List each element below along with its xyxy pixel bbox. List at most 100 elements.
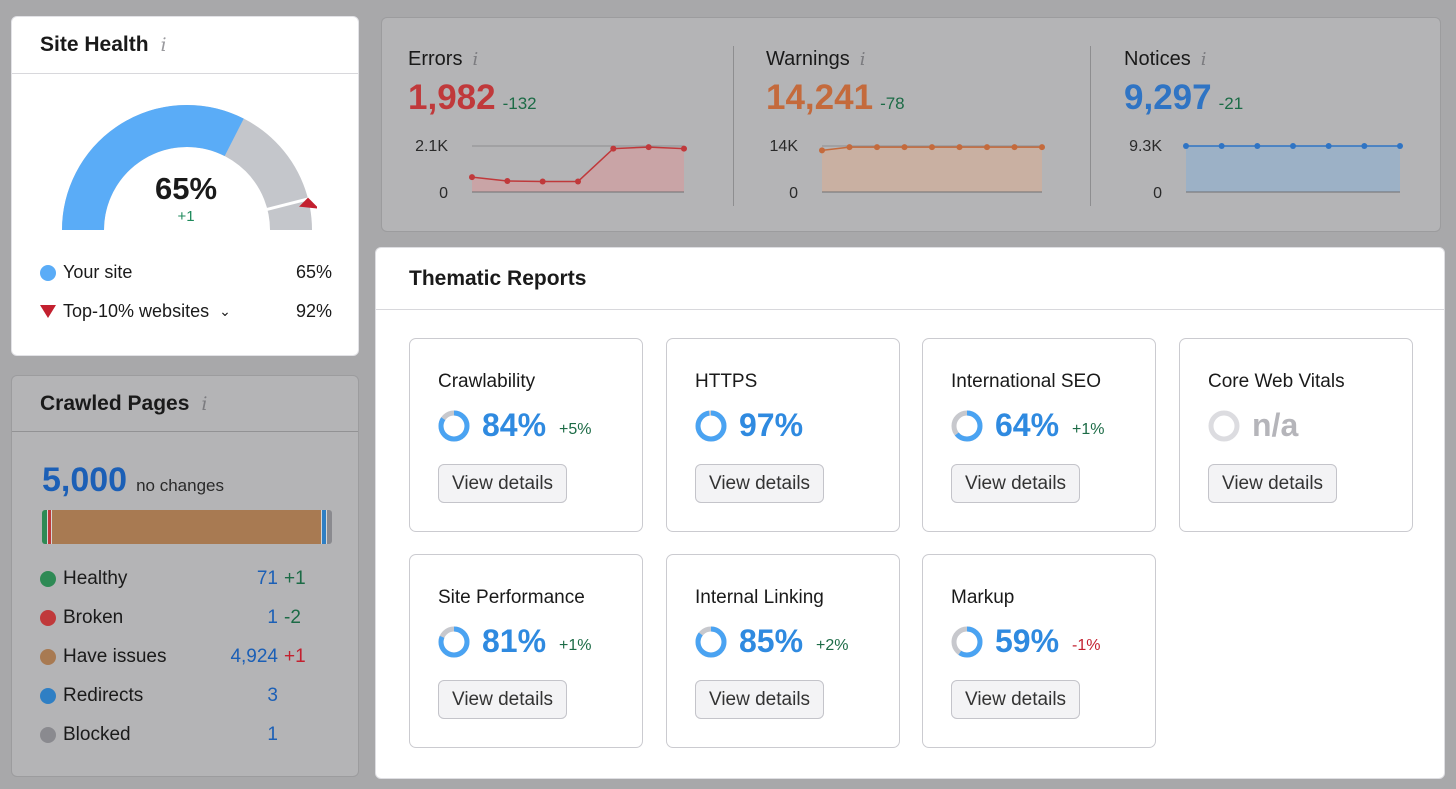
crawled-row-blocked[interactable]: Blocked 1 bbox=[40, 724, 278, 746]
sparkline-point[interactable] bbox=[504, 178, 511, 185]
view-details-button[interactable]: View details bbox=[951, 680, 1081, 719]
legend-label[interactable]: Top-10% websites bbox=[63, 301, 210, 321]
notices-count[interactable]: 9,297 bbox=[1124, 78, 1212, 117]
metric-warnings: Warnings i 14,241 -78 14K 0 bbox=[740, 18, 1097, 233]
report-name[interactable]: HTTPS bbox=[695, 371, 758, 392]
row-count[interactable]: 4,924 bbox=[230, 646, 278, 667]
crawled-total: 5,000 no changes bbox=[42, 461, 224, 500]
warnings-count[interactable]: 14,241 bbox=[766, 78, 874, 117]
report-score: 85% +2% bbox=[695, 623, 849, 660]
sparkline-point[interactable] bbox=[575, 178, 581, 185]
score-ring-icon bbox=[695, 410, 727, 441]
legend-top10[interactable]: Top-10% websites ⌄ 92% bbox=[40, 301, 332, 322]
report-name[interactable]: Crawlability bbox=[438, 371, 536, 392]
bar-segment-have-issues[interactable] bbox=[51, 510, 321, 544]
score-ring-icon bbox=[951, 626, 983, 657]
chevron-down-icon[interactable]: ⌄ bbox=[219, 303, 231, 319]
metric-value: 1,982 -132 bbox=[408, 78, 537, 118]
info-icon[interactable]: i bbox=[1200, 49, 1207, 70]
errors-sparkline: 2.1K 0 bbox=[415, 138, 687, 202]
crawled-row-broken[interactable]: Broken 1 -2 bbox=[40, 607, 301, 629]
metric-divider bbox=[733, 46, 734, 206]
view-details-button[interactable]: View details bbox=[438, 680, 568, 719]
score-ring-icon bbox=[1208, 410, 1240, 441]
sparkline-point[interactable] bbox=[819, 147, 825, 154]
row-count[interactable]: 3 bbox=[267, 685, 278, 706]
report-name[interactable]: Markup bbox=[951, 587, 1015, 608]
sparkline-point[interactable] bbox=[610, 145, 617, 152]
y-max-label: 9.3K bbox=[1129, 138, 1162, 155]
report-name[interactable]: Internal Linking bbox=[695, 587, 824, 608]
report-name[interactable]: International SEO bbox=[951, 371, 1101, 392]
errors-count[interactable]: 1,982 bbox=[408, 78, 496, 117]
bar-segment-blocked[interactable] bbox=[326, 510, 332, 544]
bar-segment-redirects[interactable] bbox=[321, 510, 326, 544]
errors-label: Errors bbox=[408, 48, 463, 70]
sparkline-point[interactable] bbox=[1397, 143, 1403, 150]
sparkline-point[interactable] bbox=[1361, 143, 1368, 150]
view-details-button[interactable]: View details bbox=[951, 464, 1081, 503]
bar-segment-healthy[interactable] bbox=[42, 510, 47, 544]
crawled-row-healthy[interactable]: Healthy 71 +1 bbox=[40, 568, 306, 590]
sparkline-point[interactable] bbox=[645, 144, 652, 151]
report-name[interactable]: Core Web Vitals bbox=[1208, 371, 1345, 392]
row-label: Broken bbox=[63, 607, 124, 628]
sparkline-point[interactable] bbox=[984, 144, 990, 151]
view-details-button[interactable]: View details bbox=[1208, 464, 1338, 503]
report-score: 84% +5% bbox=[438, 407, 592, 444]
sparkline-point[interactable] bbox=[956, 144, 963, 151]
crawled-pages-card: Crawled Pages i 5,000 no changes Healthy… bbox=[11, 375, 359, 777]
site-health-card: Site Health i 65% +1 Your site 65% Top-1… bbox=[11, 16, 359, 356]
y-min-label: 0 bbox=[789, 185, 798, 202]
sparkline-area bbox=[472, 147, 684, 192]
row-count[interactable]: 1 bbox=[267, 724, 278, 745]
report-tile-internal-linking[interactable]: Internal Linking 85% +2% View details bbox=[666, 554, 900, 748]
report-tile-site-performance[interactable]: Site Performance 81% +1% View details bbox=[409, 554, 643, 748]
info-icon[interactable]: i bbox=[201, 392, 208, 415]
bar-segment-broken[interactable] bbox=[47, 510, 51, 544]
report-name[interactable]: Site Performance bbox=[438, 587, 585, 608]
sparkline-point[interactable] bbox=[1254, 143, 1261, 150]
metric-label: Warnings i bbox=[766, 48, 866, 71]
crawled-pages-header: Crawled Pages i bbox=[12, 376, 358, 432]
info-icon[interactable]: i bbox=[472, 49, 479, 70]
info-icon[interactable]: i bbox=[859, 49, 866, 70]
view-details-button[interactable]: View details bbox=[695, 464, 825, 503]
metric-label: Errors i bbox=[408, 48, 478, 71]
sparkline-point[interactable] bbox=[1011, 144, 1018, 151]
sparkline-point[interactable] bbox=[846, 144, 853, 151]
row-label: Redirects bbox=[63, 685, 144, 706]
sparkline-point[interactable] bbox=[1290, 143, 1296, 150]
row-count[interactable]: 1 bbox=[267, 607, 278, 628]
crawled-row-have-issues[interactable]: Have issues 4,924 +1 bbox=[40, 646, 306, 668]
row-label: Healthy bbox=[63, 568, 128, 589]
row-label: Blocked bbox=[63, 724, 131, 745]
row-count[interactable]: 71 bbox=[256, 568, 278, 589]
sparkline-point[interactable] bbox=[929, 144, 935, 151]
sparkline-point[interactable] bbox=[469, 174, 475, 181]
report-score-value: 84% bbox=[482, 407, 547, 443]
report-tile-markup[interactable]: Markup 59% -1% View details bbox=[922, 554, 1156, 748]
report-tile-international-seo[interactable]: International SEO 64% +1% View details bbox=[922, 338, 1156, 532]
info-icon[interactable]: i bbox=[160, 34, 167, 56]
sparkline-point[interactable] bbox=[1325, 143, 1332, 150]
report-score-value: 97% bbox=[739, 407, 804, 443]
report-tile-https[interactable]: HTTPS 97% View details bbox=[666, 338, 900, 532]
legend-value: 92% bbox=[295, 301, 332, 321]
crawled-total-count[interactable]: 5,000 bbox=[42, 461, 128, 499]
report-tile-core-web-vitals[interactable]: Core Web Vitals n/a View details bbox=[1179, 338, 1413, 532]
sparkline-point[interactable] bbox=[901, 144, 908, 151]
report-tile-crawlability[interactable]: Crawlability 84% +5% View details bbox=[409, 338, 643, 532]
sparkline-point[interactable] bbox=[681, 145, 687, 152]
sparkline-point[interactable] bbox=[539, 178, 546, 185]
sparkline-point[interactable] bbox=[1218, 143, 1225, 150]
sparkline-point[interactable] bbox=[1039, 144, 1045, 151]
sparkline-point[interactable] bbox=[874, 144, 880, 151]
view-details-button[interactable]: View details bbox=[695, 680, 825, 719]
sparkline-point[interactable] bbox=[1183, 143, 1189, 150]
report-score-delta: +1% bbox=[559, 636, 592, 654]
crawled-stacked-bar[interactable] bbox=[42, 510, 332, 544]
view-details-button[interactable]: View details bbox=[438, 464, 568, 503]
crawled-row-redirects[interactable]: Redirects 3 bbox=[40, 685, 278, 707]
report-score: 64% +1% bbox=[951, 407, 1105, 444]
